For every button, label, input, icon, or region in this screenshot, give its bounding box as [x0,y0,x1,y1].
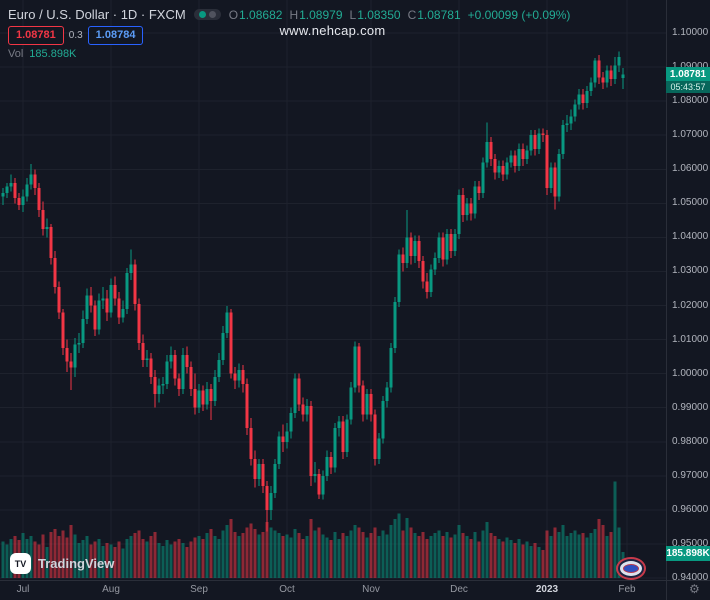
site-badge-icon [616,557,646,580]
price-axis-label: 0.94000 [672,572,709,583]
volume-value: 185.898K [29,48,77,60]
open-label: O [228,7,239,22]
price-axis-label: 1.03000 [672,265,709,277]
price-axis-label: 0.97000 [672,469,709,481]
tradingview-logo-text: TradingView [38,556,115,571]
sell-button[interactable]: 1.08781 [8,26,64,45]
change-value: +0.00099 (+0.09%) [467,7,571,22]
time-axis-label: Jul [16,584,30,595]
toggle-on-dot-icon [198,11,206,18]
price-axis-label: 1.00000 [672,367,709,379]
settings-gear-icon[interactable]: ⚙ [689,582,700,596]
price-axis-label: 1.01000 [672,333,709,345]
tradingview-mark-icon: TV [10,553,31,574]
quote-panel: 1.08781 0.3 1.08784 [8,26,144,45]
watermark-text: www.nehcap.com [279,23,386,38]
low-label: L [349,7,357,22]
time-axis-label: 2023 [535,584,559,595]
open-value: 1.08682 [239,7,283,22]
legend: Euro / U.S. Dollar · 1D · FXCM O1.08682 … [8,7,570,22]
price-axis-label: 0.96000 [672,503,709,515]
price-axis-label: 1.08000 [672,95,709,107]
volume-label: Vol [8,48,24,60]
high-value: 1.08979 [299,7,343,22]
time-axis-label: Sep [190,584,208,595]
tradingview-logo[interactable]: TV TradingView [10,553,114,574]
low-value: 1.08350 [357,7,401,22]
visibility-toggle[interactable] [193,9,221,20]
time-axis-label: Feb [618,584,636,595]
price-axis-label: 1.10000 [672,27,709,38]
close-value: 1.08781 [417,7,461,22]
ohlc-readout: O1.08682 H1.08979 L1.08350 C1.08781 +0.0… [229,8,571,22]
time-axis-label: Nov [362,584,380,595]
spread-value: 0.3 [68,30,83,41]
symbol-title[interactable]: Euro / U.S. Dollar · 1D · FXCM [8,7,186,22]
time-axis[interactable]: Jul Aug Sep Oct Nov Dec 2023 Feb [0,581,666,600]
close-label: C [407,7,417,22]
price-axis-label: 1.04000 [672,231,709,243]
buy-button[interactable]: 1.08784 [87,26,144,45]
price-axis-label: 1.07000 [672,129,709,141]
time-axis-label: Aug [102,584,120,595]
price-axis-label: 0.95000 [672,537,709,549]
price-axis-label: 0.98000 [672,435,709,447]
time-axis-label: Dec [450,584,468,595]
last-price-tag: 1.08781 05:43:57 [666,66,710,93]
time-axis-label: Oct [279,584,295,595]
volume-legend: Vol 185.898K [8,48,76,60]
price-axis-label: 1.05000 [672,197,709,209]
last-price-value: 1.08781 [666,66,710,81]
volume-axis-badge: 185.898K [666,546,710,561]
high-label: H [289,7,299,22]
price-axis-label: 1.02000 [672,299,709,311]
bar-countdown: 05:43:57 [666,80,710,93]
price-axis-label: 0.99000 [672,401,709,413]
price-axis-label: 1.06000 [672,163,709,175]
toggle-off-dot-icon [208,11,216,18]
